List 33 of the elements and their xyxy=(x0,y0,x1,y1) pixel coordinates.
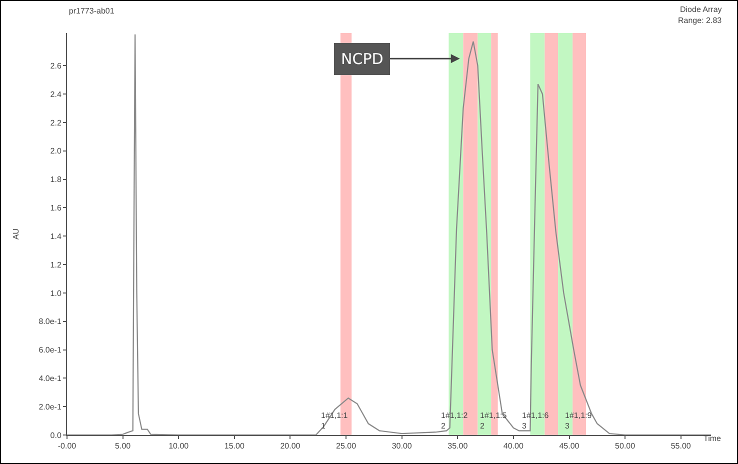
x-tick-label: 50.00 xyxy=(615,442,636,451)
x-axis-title: Time xyxy=(704,434,722,443)
y-tick-label: 1.8 xyxy=(50,175,62,184)
y-tick-label: 2.4 xyxy=(50,90,62,99)
y-tick-label: 0.0 xyxy=(50,430,62,440)
y-axis-title: AU xyxy=(11,228,20,240)
y-tick-label: 6.0e-1 xyxy=(38,346,62,355)
y-tick-label: 2.0 xyxy=(50,146,62,156)
y-tick-label: 2.0e-1 xyxy=(38,402,62,412)
y-tick-label: 1.0 xyxy=(50,288,62,298)
chart-title: pr1773-ab01 xyxy=(68,6,115,16)
text: Diode Array xyxy=(680,5,722,14)
y-tick-label: 1.4 xyxy=(50,232,62,241)
y-tick-label: 4.0e-1 xyxy=(38,374,62,383)
x-tick-label: 20.00 xyxy=(280,442,301,451)
x-tick-label: 25.00 xyxy=(336,442,357,451)
x-tick-label: -0.00 xyxy=(58,442,77,451)
y-tick-label: 2.6 xyxy=(50,61,62,70)
x-tick-label: 45.00 xyxy=(559,442,580,451)
y-tick-label: 1.2 xyxy=(50,260,62,270)
x-tick-label: 40.00 xyxy=(503,442,524,451)
x-tick-label: 15.00 xyxy=(224,442,245,451)
y-tick-label: 1.6 xyxy=(50,204,62,213)
x-tick-label: 10.00 xyxy=(168,442,190,451)
annotation: NCPD xyxy=(341,50,384,68)
x-tick-label: 35.00 xyxy=(448,442,468,451)
annotation: 1#1,1:9 3 xyxy=(565,411,592,430)
x-tick-label: 30.00 xyxy=(392,442,412,451)
x-tick-label: 5.00 xyxy=(115,442,132,451)
y-tick-label: 2.2 xyxy=(50,118,62,128)
text: Range: 2.83 xyxy=(678,16,722,25)
x-tick-label: 55.00 xyxy=(670,442,692,451)
y-tick-label: 8.0e-1 xyxy=(38,317,62,326)
